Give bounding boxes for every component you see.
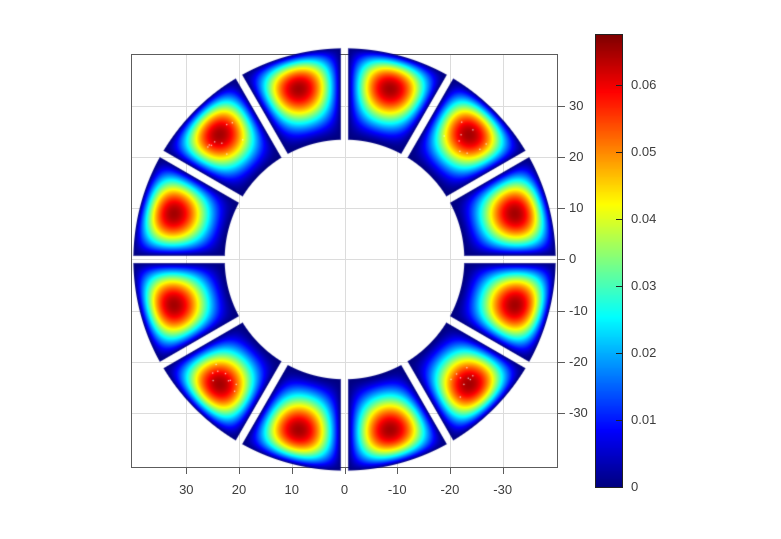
colorbar-tick-mark [616,286,622,287]
x-tick-label: 30 [179,482,194,497]
colorbar-tick-mark [616,420,622,421]
x-tick-label: -10 [387,482,407,497]
colorbar-tick-label: 0.05 [631,143,657,159]
y-tick-label: 30 [569,97,584,113]
ring-heatmap-canvas [114,36,578,480]
x-tick-label: 20 [231,482,247,497]
y-tick-label: 20 [569,149,584,165]
x-tick-mark [345,467,346,474]
x-tick-mark [292,467,293,474]
y-tick-mark [557,106,565,107]
x-tick-label: -20 [440,482,460,497]
colorbar-tick-mark [616,219,622,220]
x-tick-label: 10 [284,482,299,497]
y-tick-mark [557,362,565,363]
y-tick-label: -20 [569,353,588,369]
x-tick-mark [239,467,240,474]
x-tick-label: 0 [340,482,349,497]
x-tick-mark [503,467,504,474]
y-tick-mark [557,208,565,209]
colorbar-tick-mark [616,353,622,354]
y-tick-label: 0 [569,251,577,267]
y-tick-label: -30 [569,405,588,420]
x-tick-label: -30 [493,482,513,497]
colorbar-tick-label: 0.02 [631,344,657,360]
y-tick-mark [557,157,565,158]
colorbar-tick-label: 0.06 [631,76,657,92]
y-tick-mark [557,413,565,414]
x-tick-mark [186,467,187,474]
colorbar-tick-label: 0.04 [631,210,657,226]
colorbar-tick-mark [616,85,622,86]
colorbar-tick-label: 0.01 [631,411,657,427]
y-tick-label: -10 [569,302,588,318]
colorbar-tick-mark [616,152,622,153]
colorbar-tick-label: 0.03 [631,277,657,293]
colorbar-tick-mark [616,487,622,488]
colorbar [595,34,623,488]
colorbar-gradient-canvas [596,35,622,487]
x-tick-mark [397,467,398,474]
y-tick-label: 10 [569,200,584,216]
y-tick-mark [557,259,565,260]
x-tick-mark [450,467,451,474]
colorbar-tick-label: 0 [631,479,639,494]
y-tick-mark [557,311,565,312]
